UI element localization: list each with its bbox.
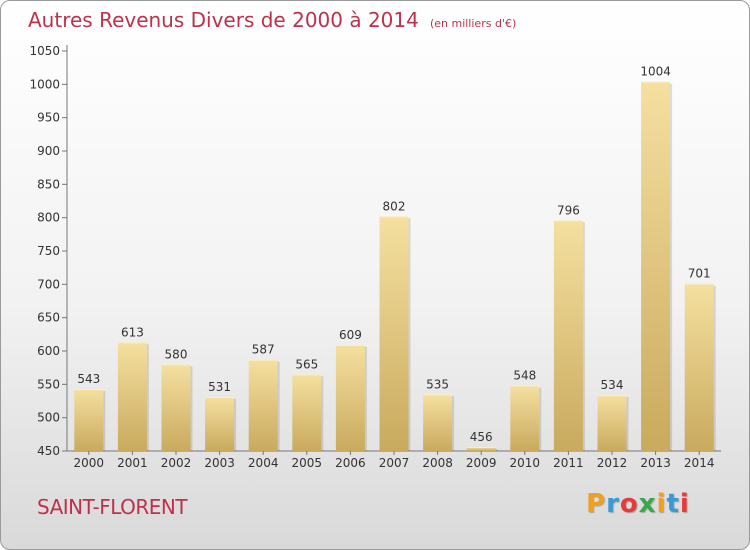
data-label: 587 [252,343,275,357]
y-tick-label: 500 [37,411,60,425]
logo-letter: P [586,489,607,519]
y-tick-label: 600 [37,344,60,358]
logo-letter: r [606,489,620,519]
y-tick-label: 650 [37,311,60,325]
data-label: 535 [426,377,449,391]
bar [466,447,496,451]
bar [117,342,147,451]
x-tick-label: 2014 [684,456,715,470]
logo-letter: x [638,489,657,519]
bar [379,216,409,451]
y-tick-label: 550 [37,377,60,391]
bar [510,385,540,451]
y-tick-label: 450 [37,444,60,458]
y-tick-label: 950 [37,111,60,125]
chart-subtitle: (en milliers d'€) [429,17,517,30]
y-tick-label: 900 [37,144,60,158]
chart-title-block: Autres Revenus Divers de 2000 à 2014 (en… [28,8,516,32]
bar [205,397,235,451]
chart-title: Autres Revenus Divers de 2000 à 2014 [28,8,419,32]
y-tick-label: 800 [37,211,60,225]
data-label: 548 [513,369,536,383]
logo-letter: o [619,489,639,519]
x-tick-label: 2010 [510,456,541,470]
data-label: 565 [295,357,318,371]
x-tick-label: 2003 [204,456,235,470]
proxiti-logo: Proxiti [586,489,690,519]
data-label: 802 [383,199,406,213]
data-label: 580 [165,347,188,361]
y-tick-label: 1050 [29,44,60,58]
bar [335,345,365,451]
y-tick-label: 1000 [29,77,60,91]
commune-name: SAINT-FLORENT [37,495,188,519]
bar [423,394,453,451]
x-tick-label: 2012 [597,456,628,470]
x-tick-label: 2007 [379,456,410,470]
bar [248,359,278,451]
logo-letter: i [656,489,667,519]
y-tick-label: 700 [37,277,60,291]
x-tick-label: 2013 [640,456,671,470]
data-label: 543 [77,372,100,386]
bar [553,220,583,451]
data-label: 534 [601,378,624,392]
logo-letter: i [679,489,690,519]
data-label: 796 [557,203,580,217]
x-tick-label: 2009 [466,456,497,470]
y-tick-label: 750 [37,244,60,258]
x-tick-label: 2002 [161,456,192,470]
bar [684,283,714,451]
data-label: 1004 [640,65,671,79]
data-label: 701 [688,267,711,281]
x-tick-label: 2008 [422,456,453,470]
bar [74,389,104,451]
data-label: 609 [339,328,362,342]
bar [161,364,191,451]
bar [597,395,627,451]
x-tick-label: 2000 [74,456,105,470]
data-label: 613 [121,325,144,339]
x-tick-label: 2004 [248,456,279,470]
y-tick-label: 850 [37,177,60,191]
bar [292,374,322,451]
data-label: 456 [470,430,493,444]
x-tick-label: 2011 [553,456,584,470]
data-label: 531 [208,380,231,394]
logo-letter: t [666,489,680,519]
x-tick-label: 2005 [292,456,323,470]
x-tick-label: 2006 [335,456,366,470]
x-tick-label: 2001 [117,456,148,470]
bar [641,81,671,452]
